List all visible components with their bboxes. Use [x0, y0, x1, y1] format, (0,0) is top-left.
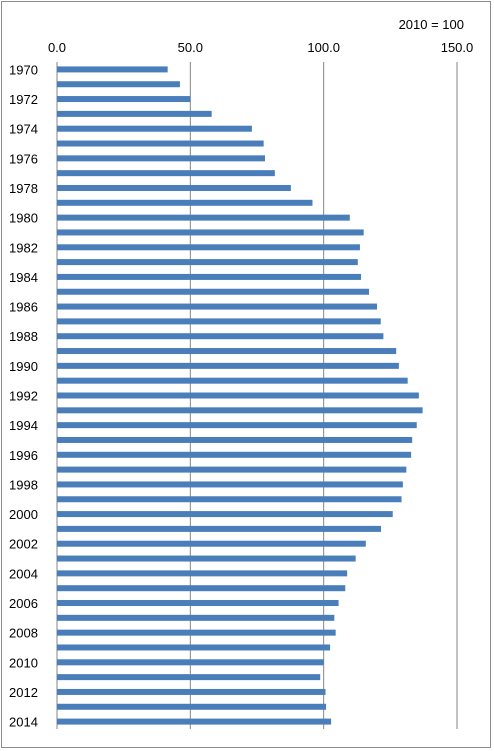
- bar-2009: [57, 644, 331, 651]
- bar-2006: [57, 600, 339, 607]
- y-tick-label: 1970: [9, 62, 38, 77]
- bar-1986: [57, 303, 377, 310]
- bar-1991: [57, 377, 408, 384]
- bar-1990: [57, 362, 399, 369]
- x-tick-label: 0.0: [48, 40, 66, 55]
- bar-1978: [57, 184, 291, 191]
- bar-2008: [57, 629, 336, 636]
- y-tick-label: 2008: [9, 626, 38, 641]
- bar-2010: [57, 659, 324, 666]
- y-tick-label: 1974: [9, 122, 38, 137]
- y-tick-label: 1990: [9, 359, 38, 374]
- bar-2012: [57, 688, 326, 695]
- x-tick-label: 50.0: [178, 40, 203, 55]
- bar-2005: [57, 585, 346, 592]
- y-tick-label: 1986: [9, 300, 38, 315]
- bar-1970: [57, 66, 168, 73]
- bar-1981: [57, 229, 364, 236]
- bar-2004: [57, 570, 348, 577]
- bar-1988: [57, 333, 384, 340]
- bar-1975: [57, 140, 264, 147]
- y-tick-label: 1982: [9, 240, 38, 255]
- bar-1983: [57, 259, 358, 266]
- bar-2000: [57, 511, 393, 518]
- bar-2013: [57, 703, 327, 710]
- bar-1987: [57, 318, 381, 325]
- bar-1982: [57, 244, 360, 251]
- y-tick-label: 1980: [9, 211, 38, 226]
- bar-1974: [57, 125, 252, 132]
- bar-1977: [57, 170, 275, 177]
- bars: [57, 66, 423, 725]
- bar-1995: [57, 436, 413, 443]
- bar-2007: [57, 614, 335, 621]
- bar-1971: [57, 81, 180, 88]
- y-tick-label: 1994: [9, 418, 38, 433]
- y-tick-label: 2004: [9, 566, 38, 581]
- bar-1998: [57, 481, 403, 488]
- bar-1984: [57, 273, 361, 280]
- y-tick-label: 2006: [9, 596, 38, 611]
- y-tick-label: 2002: [9, 537, 38, 552]
- bar-1996: [57, 451, 412, 458]
- y-tick-label: 1996: [9, 448, 38, 463]
- bar-1972: [57, 96, 191, 103]
- y-tick-label: 1976: [9, 151, 38, 166]
- x-tick-label: 100.0: [307, 40, 340, 55]
- bar-2003: [57, 555, 356, 562]
- bar-2014: [57, 718, 332, 725]
- bar-1997: [57, 466, 407, 473]
- x-tick-label: 150.0: [441, 40, 474, 55]
- base-year-annotation: 2010 = 100: [399, 17, 464, 32]
- y-tick-label: 1978: [9, 181, 38, 196]
- bar-2011: [57, 674, 321, 681]
- bar-1976: [57, 155, 265, 162]
- y-tick-label: 1984: [9, 270, 38, 285]
- y-tick-label: 2014: [9, 715, 38, 730]
- bar-1985: [57, 288, 369, 295]
- y-tick-label: 1992: [9, 389, 38, 404]
- bar-1973: [57, 110, 212, 117]
- bar-1980: [57, 214, 350, 221]
- bar-1999: [57, 496, 402, 503]
- bar-1993: [57, 407, 423, 414]
- bar-2002: [57, 540, 366, 547]
- y-tick-label: 1998: [9, 477, 38, 492]
- y-tick-label: 1972: [9, 92, 38, 107]
- y-tick-label: 1988: [9, 329, 38, 344]
- bar-2001: [57, 525, 381, 532]
- bar-1992: [57, 392, 419, 399]
- y-tick-label: 2012: [9, 685, 38, 700]
- y-tick-label: 2000: [9, 507, 38, 522]
- bar-1994: [57, 422, 417, 429]
- x-tick-labels: 0.0 50.0 100.0 150.0: [48, 40, 473, 55]
- bar-1979: [57, 199, 313, 206]
- y-tick-labels: 1970 1972 1974 1976 1978 1980 1982 1984 1986 1988…: [9, 62, 38, 729]
- y-tick-label: 2010: [9, 655, 38, 670]
- bar-1989: [57, 348, 397, 355]
